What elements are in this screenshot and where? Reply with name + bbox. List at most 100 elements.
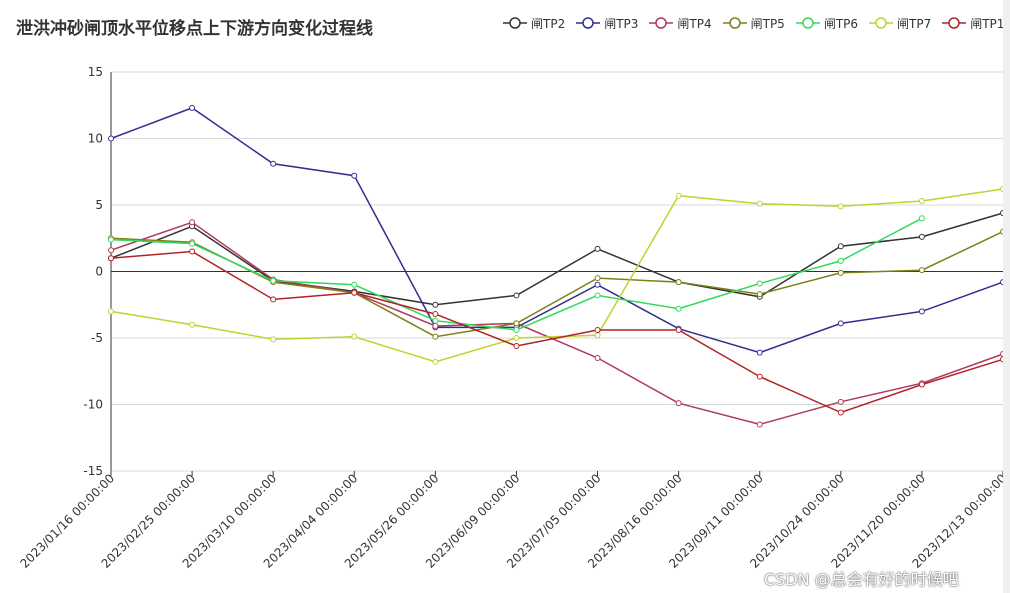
legend-label: 闸TP5 bbox=[750, 16, 785, 31]
data-point bbox=[432, 323, 439, 330]
legend-item[interactable]: 闸TP6 bbox=[795, 15, 859, 32]
y-tick-label: -10 bbox=[83, 398, 103, 412]
data-point bbox=[270, 277, 277, 284]
data-point bbox=[594, 245, 601, 252]
data-point bbox=[108, 247, 114, 254]
x-tick-label: 2023/04/04 00:00:00 bbox=[261, 471, 361, 571]
data-point bbox=[594, 292, 601, 299]
data-point bbox=[513, 320, 520, 327]
data-point bbox=[108, 135, 114, 142]
data-point bbox=[513, 335, 520, 341]
legend-line-icon bbox=[795, 17, 820, 29]
series-5 bbox=[108, 186, 1006, 365]
y-tick-label: -5 bbox=[91, 331, 103, 345]
data-point bbox=[756, 200, 763, 207]
watermark-text: CSDN @总会有好的时候吧 bbox=[764, 570, 959, 589]
legend-item[interactable]: 闸TP3 bbox=[576, 15, 638, 32]
data-point bbox=[756, 280, 763, 287]
y-tick-label: 10 bbox=[88, 132, 103, 146]
data-point bbox=[351, 289, 358, 296]
data-point bbox=[837, 243, 844, 250]
series-line bbox=[110, 250, 1004, 414]
x-tick-label: 2023/03/10 00:00:00 bbox=[180, 471, 280, 571]
data-point bbox=[432, 317, 439, 324]
data-point bbox=[675, 305, 682, 312]
series-line bbox=[110, 221, 1004, 426]
data-point bbox=[918, 308, 925, 315]
data-point bbox=[837, 269, 844, 276]
x-tick-label: 2023/05/26 00:00:00 bbox=[342, 471, 442, 571]
data-point bbox=[837, 398, 844, 405]
x-tick-label: 2023/09/11 00:00:00 bbox=[666, 471, 766, 571]
y-tick-label: -15 bbox=[83, 464, 103, 478]
data-point bbox=[837, 257, 844, 264]
data-point bbox=[594, 354, 601, 361]
data-point bbox=[432, 311, 439, 318]
legend-line-icon bbox=[576, 17, 601, 29]
data-point bbox=[837, 320, 844, 327]
data-point bbox=[189, 248, 196, 255]
data-point bbox=[432, 333, 439, 340]
legend-item[interactable]: 闸TP4 bbox=[649, 15, 712, 32]
y-tick-label: 0 bbox=[95, 265, 103, 279]
data-point bbox=[270, 296, 277, 303]
x-tick-label: 2023/08/16 00:00:00 bbox=[585, 471, 685, 571]
legend-label: 闸TP1 bbox=[970, 16, 1005, 31]
data-point bbox=[108, 255, 114, 262]
data-point bbox=[594, 275, 601, 282]
y-tick-label: 5 bbox=[95, 198, 103, 212]
data-point bbox=[675, 192, 682, 199]
data-point bbox=[189, 240, 196, 247]
data-point bbox=[270, 160, 277, 167]
legend-line-icon bbox=[649, 17, 674, 29]
data-point bbox=[918, 381, 925, 388]
legend-line-icon bbox=[503, 17, 527, 29]
data-point bbox=[108, 236, 114, 243]
legend-label: 闸TP6 bbox=[823, 16, 859, 31]
legend-item[interactable]: 闸TP2 bbox=[503, 15, 565, 32]
series-2 bbox=[108, 219, 1006, 428]
data-point bbox=[108, 308, 114, 315]
data-point bbox=[432, 301, 439, 308]
data-point bbox=[513, 292, 520, 299]
data-point bbox=[270, 336, 277, 343]
x-tick-label: 2023/12/13 00:00:00 bbox=[910, 471, 1010, 571]
data-point bbox=[918, 233, 925, 240]
data-point bbox=[837, 409, 844, 416]
data-point bbox=[189, 321, 196, 328]
data-point bbox=[756, 349, 763, 356]
data-point bbox=[675, 327, 682, 334]
scrollbar-edge bbox=[1003, 0, 1010, 593]
data-point bbox=[432, 358, 439, 365]
data-point bbox=[351, 333, 358, 340]
data-point bbox=[918, 198, 925, 205]
data-point bbox=[594, 281, 601, 288]
data-point bbox=[918, 215, 925, 222]
series-4 bbox=[108, 215, 925, 334]
data-point bbox=[918, 267, 925, 274]
x-tick-label: 2023/02/25 00:00:00 bbox=[99, 471, 199, 571]
chart-title: 泄洪冲砂闸顶水平位移点上下游方向变化过程线 bbox=[16, 19, 373, 39]
data-point bbox=[756, 421, 763, 428]
data-point bbox=[513, 327, 520, 334]
x-tick-label: 2023/01/16 00:00:00 bbox=[18, 471, 118, 571]
data-point bbox=[675, 279, 682, 286]
data-point bbox=[513, 342, 520, 349]
data-point bbox=[594, 332, 601, 339]
data-point bbox=[189, 219, 196, 226]
legend-line-icon bbox=[869, 17, 894, 29]
data-point bbox=[351, 172, 358, 179]
legend-item[interactable]: 闸TP1 bbox=[942, 15, 1004, 32]
legend-line-icon bbox=[942, 17, 967, 29]
legend-label: 闸TP4 bbox=[677, 16, 712, 31]
series-line bbox=[110, 230, 1004, 338]
legend-item[interactable]: 闸TP5 bbox=[722, 15, 785, 32]
legend-item[interactable]: 闸TP7 bbox=[869, 15, 931, 32]
series-line bbox=[110, 217, 923, 331]
data-point bbox=[189, 104, 196, 111]
data-point bbox=[837, 203, 844, 210]
data-point bbox=[675, 400, 682, 407]
legend-line-icon bbox=[722, 17, 747, 29]
